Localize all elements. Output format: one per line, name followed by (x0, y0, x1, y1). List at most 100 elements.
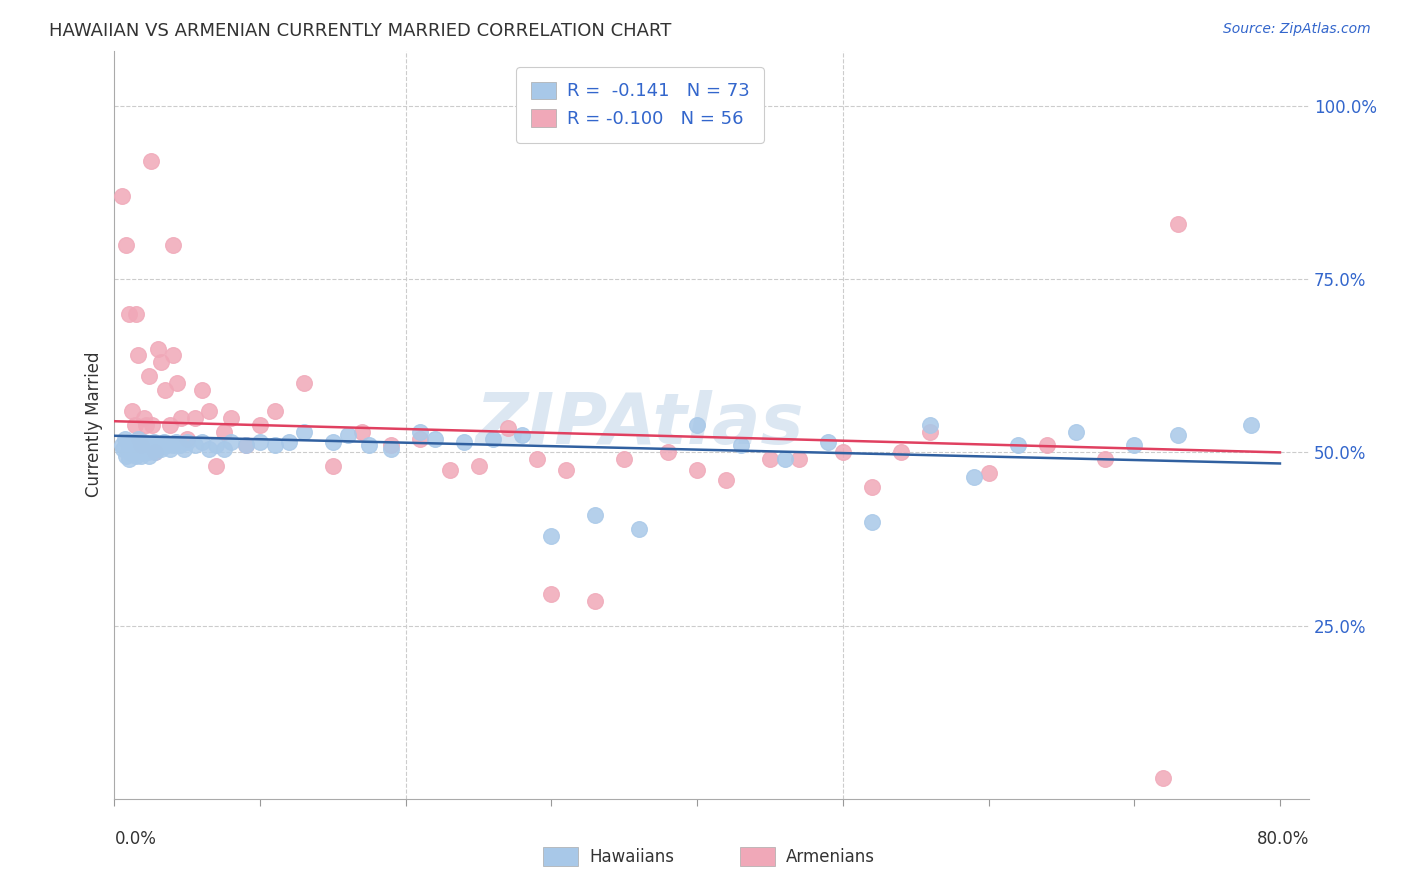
Point (115, 449, 138, 463)
Point (890, 445, 912, 459)
Point (162, 438, 184, 452)
Point (125, 449, 148, 463)
Point (117, 435, 139, 450)
Point (1064, 425, 1087, 439)
Point (125, 438, 148, 452)
Point (132, 445, 155, 459)
Point (336, 428, 359, 442)
Point (963, 469, 986, 483)
Point (146, 438, 169, 452)
Point (409, 425, 432, 439)
Point (155, 383, 177, 397)
Point (112, 442, 135, 456)
Point (526, 452, 548, 467)
Point (219, 410, 242, 425)
Point (150, 442, 173, 456)
Point (125, 307, 148, 321)
Point (212, 442, 235, 456)
Point (118, 452, 141, 467)
Point (131, 438, 153, 452)
Point (183, 438, 205, 452)
Point (128, 442, 150, 456)
Point (920, 425, 942, 439)
Point (1007, 438, 1029, 452)
Point (1167, 428, 1189, 442)
Point (129, 438, 152, 452)
Point (166, 376, 188, 391)
Point (235, 438, 257, 452)
Point (292, 376, 315, 391)
Text: HAWAIIAN VS ARMENIAN CURRENTLY MARRIED CORRELATION CHART: HAWAIIAN VS ARMENIAN CURRENTLY MARRIED C… (49, 22, 672, 40)
Point (141, 438, 163, 452)
Point (322, 435, 344, 450)
Point (176, 432, 198, 446)
Point (143, 445, 166, 459)
Point (121, 404, 143, 418)
Point (467, 459, 489, 474)
Point (249, 417, 271, 432)
Point (128, 432, 150, 446)
Point (198, 404, 221, 418)
Point (127, 348, 149, 362)
Point (169, 438, 191, 452)
Point (153, 435, 176, 450)
Point (122, 435, 145, 450)
Point (249, 435, 271, 450)
Point (657, 445, 679, 459)
Text: Source: ZipAtlas.com: Source: ZipAtlas.com (1223, 22, 1371, 37)
Point (555, 463, 578, 477)
Point (145, 442, 167, 456)
Point (139, 154, 162, 169)
Point (583, 508, 606, 522)
Point (627, 522, 650, 536)
Point (920, 417, 942, 432)
Point (191, 383, 214, 397)
Point (860, 515, 883, 529)
Point (118, 445, 141, 459)
Point (118, 307, 141, 321)
Point (1094, 452, 1116, 467)
Point (716, 473, 738, 487)
Point (111, 189, 134, 203)
Point (235, 438, 257, 452)
Point (120, 438, 142, 452)
Point (759, 452, 782, 467)
Point (150, 355, 173, 369)
Point (292, 425, 315, 439)
Point (124, 417, 146, 432)
Point (129, 449, 152, 463)
Point (219, 435, 242, 450)
Text: Armenians: Armenians (786, 847, 876, 865)
Point (121, 442, 143, 456)
Point (170, 410, 193, 425)
Text: Hawaiians: Hawaiians (589, 847, 675, 865)
Text: 80.0%: 80.0% (1257, 830, 1309, 848)
Point (183, 410, 205, 425)
Point (162, 237, 184, 252)
Legend: R =  -0.141   N = 73, R = -0.100   N = 56: R = -0.141 N = 73, R = -0.100 N = 56 (516, 67, 763, 143)
Point (860, 480, 883, 494)
Point (135, 438, 157, 452)
Point (482, 432, 505, 446)
Point (205, 438, 228, 452)
Point (115, 237, 138, 252)
Point (124, 445, 146, 459)
Point (263, 404, 285, 418)
Point (409, 432, 432, 446)
Point (817, 435, 839, 450)
Point (139, 442, 162, 456)
Point (114, 432, 136, 446)
Point (146, 342, 169, 356)
Point (138, 449, 160, 463)
Point (380, 442, 402, 456)
Point (156, 438, 179, 452)
Point (278, 435, 301, 450)
Text: ZIPAtlas: ZIPAtlas (475, 390, 804, 459)
Point (730, 438, 752, 452)
Point (138, 369, 160, 384)
Y-axis label: Currently Married: Currently Married (86, 352, 103, 498)
Point (263, 438, 285, 452)
Point (127, 432, 149, 446)
Point (380, 438, 402, 452)
Point (134, 442, 156, 456)
